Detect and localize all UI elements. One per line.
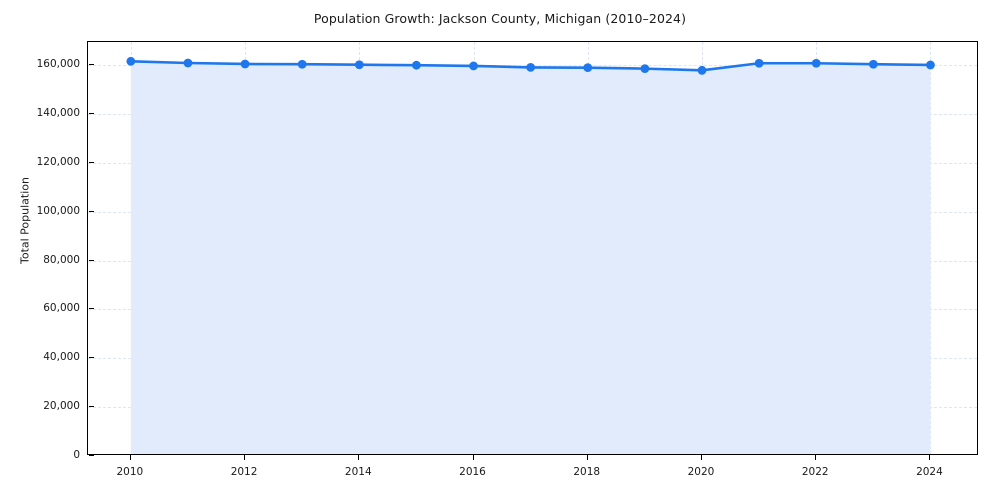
y-tick-mark-0 xyxy=(89,455,94,456)
data-point-2021[interactable] xyxy=(754,58,764,68)
data-point-2012[interactable] xyxy=(240,59,250,69)
y-tick-mark-3 xyxy=(89,308,94,310)
y-axis-label: Total Population xyxy=(18,177,32,264)
data-point-2019[interactable] xyxy=(640,64,650,74)
x-tick-mark-3 xyxy=(472,455,474,460)
x-tick-mark-4 xyxy=(586,455,588,460)
y-tick-label-0: 0 xyxy=(73,449,80,461)
data-point-2018[interactable] xyxy=(583,63,593,73)
x-tick-label-0: 2010 xyxy=(116,466,144,478)
x-tick-mark-0 xyxy=(129,455,131,460)
x-tick-mark-5 xyxy=(700,455,702,460)
gridline-vertical-7 xyxy=(930,42,932,454)
y-tick-mark-5 xyxy=(89,210,94,212)
data-series-layer xyxy=(126,56,935,454)
y-tick-label-2: 40,000 xyxy=(43,351,80,364)
data-point-2015[interactable] xyxy=(412,60,421,70)
y-tick-label-6: 120,000 xyxy=(36,155,80,168)
plot-area xyxy=(87,41,978,455)
y-tick-mark-4 xyxy=(89,259,94,261)
x-tick-label-4: 2018 xyxy=(573,466,601,478)
data-point-2011[interactable] xyxy=(183,58,193,68)
data-point-2010[interactable] xyxy=(126,56,136,66)
x-axis-ticks: 2010 2012 2014 2016 2018 2020 2022 2024 xyxy=(87,455,978,495)
x-tick-label-1: 2012 xyxy=(230,466,258,478)
data-point-2016[interactable] xyxy=(469,61,478,71)
x-tick-label-3: 2016 xyxy=(459,466,486,478)
x-tick-mark-7 xyxy=(929,455,931,460)
x-tick-mark-1 xyxy=(244,455,246,460)
x-tick-mark-2 xyxy=(358,455,360,460)
x-tick-mark-6 xyxy=(815,455,817,460)
y-tick-mark-8 xyxy=(89,64,94,66)
chart-title: Population Growth: Jackson County, Michi… xyxy=(313,11,687,26)
y-tick-mark-1 xyxy=(89,406,94,408)
y-tick-mark-2 xyxy=(89,357,94,359)
x-tick-label-6: 2022 xyxy=(801,466,829,478)
x-tick-label-5: 2020 xyxy=(687,466,715,478)
y-tick-label-5: 100,000 xyxy=(36,204,80,217)
data-point-2024[interactable] xyxy=(926,60,935,70)
y-tick-label-1: 20,000 xyxy=(43,400,80,413)
y-tick-mark-7 xyxy=(89,113,94,115)
y-tick-label-8: 160,000 xyxy=(36,58,80,71)
data-point-2013[interactable] xyxy=(297,59,307,69)
data-point-2023[interactable] xyxy=(868,59,878,69)
y-tick-label-4: 80,000 xyxy=(43,253,80,266)
series-area-fill xyxy=(130,61,931,454)
data-point-2022[interactable] xyxy=(811,58,821,68)
data-point-2020[interactable] xyxy=(697,65,707,75)
y-axis-ticks: 0 20,000 40,000 60,000 80,000 100,000 120,000 1… xyxy=(8,41,94,461)
y-tick-label-3: 60,000 xyxy=(43,302,80,315)
y-tick-label-7: 140,000 xyxy=(36,107,80,120)
data-point-2017[interactable] xyxy=(526,63,536,72)
y-tick-mark-6 xyxy=(89,161,94,163)
x-tick-label-7: 2024 xyxy=(916,466,943,478)
x-tick-label-2: 2014 xyxy=(344,466,372,478)
data-point-2014[interactable] xyxy=(354,60,364,70)
